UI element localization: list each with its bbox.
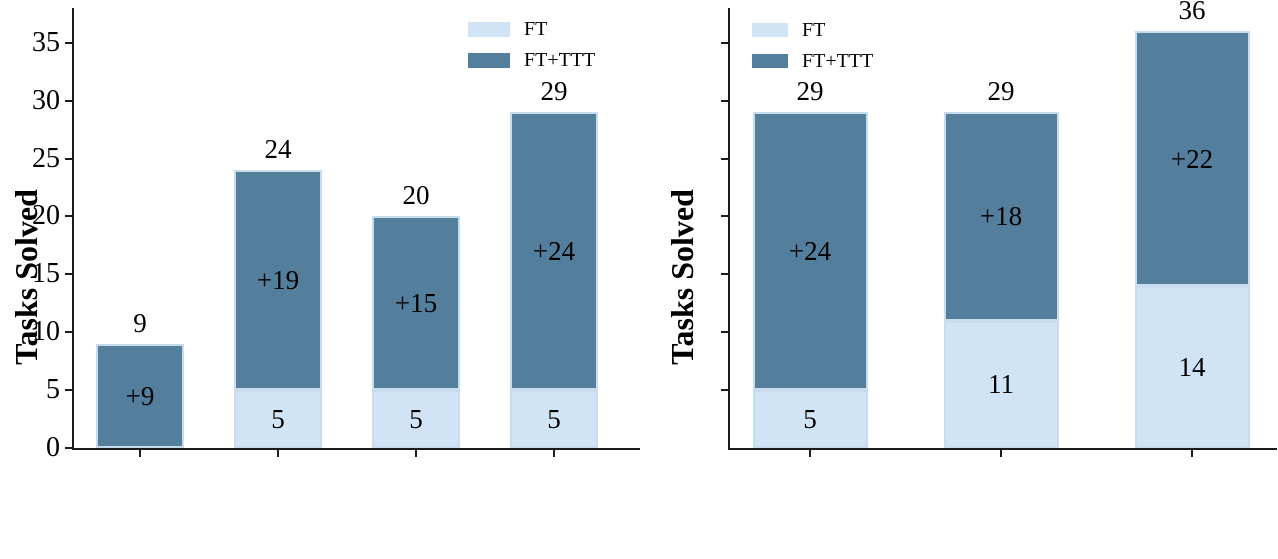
legend-label: FT+TTT <box>802 50 874 72</box>
bar-segment-ft-ttt <box>372 216 460 391</box>
y-tick <box>721 99 728 102</box>
segment-value-label: +15 <box>394 288 438 319</box>
y-tick <box>65 157 72 160</box>
y-tick-label: 20 <box>32 200 60 232</box>
bar-total-label: 29 <box>796 76 824 107</box>
bar-total-label: 36 <box>1178 0 1206 26</box>
x-axis-spine <box>72 448 640 450</box>
y-tick-label: 0 <box>46 432 60 463</box>
segment-value-label: +24 <box>532 236 576 267</box>
legend-label: FT <box>802 19 826 41</box>
y-tick <box>65 273 72 276</box>
bar-segment-ft-ttt <box>943 112 1059 321</box>
bar-segment-ft <box>1134 285 1250 448</box>
y-axis-spine <box>72 8 74 450</box>
y-tick-label: 5 <box>46 374 60 406</box>
x-tick <box>139 450 141 457</box>
bar-segment-ft <box>372 390 460 448</box>
bar-total-label: 29 <box>987 76 1015 107</box>
y-tick <box>65 389 72 392</box>
legend-swatch-ft <box>752 23 788 37</box>
bar-segment-ft-ttt <box>510 112 598 391</box>
y-tick <box>65 447 72 449</box>
segment-value-label: +18 <box>979 201 1023 232</box>
x-tick <box>415 450 417 457</box>
segment-value-label: 5 <box>271 404 285 435</box>
segment-value-label: +9 <box>125 380 155 411</box>
y-tick <box>721 273 728 276</box>
y-tick <box>721 389 728 392</box>
bar-segment-ft-ttt <box>1134 31 1250 286</box>
segment-value-label: 11 <box>988 369 1014 400</box>
x-tick <box>553 450 555 457</box>
y-tick-label: 10 <box>32 316 60 348</box>
segment-value-label: 5 <box>409 404 423 435</box>
y-tick-label: 15 <box>32 258 60 290</box>
segment-value-label: 14 <box>1178 351 1206 382</box>
segment-value-label: 5 <box>803 404 817 435</box>
x-tick <box>1000 450 1002 457</box>
bar-segment-ft <box>510 390 598 448</box>
bar-total-label: 29 <box>540 76 568 107</box>
segment-value-label: +19 <box>256 265 300 296</box>
y-tick <box>721 41 728 44</box>
x-tick <box>277 450 279 457</box>
y-axis-title: Tasks Solved <box>664 189 700 365</box>
y-tick <box>721 331 728 334</box>
bar-segment-ft-ttt <box>752 112 868 391</box>
legend-label: FT+TTT <box>524 49 596 71</box>
legend-swatch-ft-ttt <box>468 52 510 68</box>
segment-value-label: +24 <box>788 236 832 267</box>
y-tick <box>65 99 72 102</box>
x-axis-spine <box>728 448 1277 450</box>
x-tick <box>1191 450 1193 457</box>
legend-label: FT <box>524 18 548 40</box>
y-tick-label: 25 <box>32 142 60 174</box>
y-tick <box>65 41 72 44</box>
bar-total-label: 20 <box>402 180 430 211</box>
segment-value-label: +22 <box>1170 143 1214 174</box>
x-tick <box>809 450 811 457</box>
bar-total-label: 9 <box>133 307 147 338</box>
y-tick <box>721 215 728 218</box>
y-axis-title: Tasks Solved <box>8 189 44 365</box>
segment-value-label: 5 <box>547 404 561 435</box>
y-tick-label: 35 <box>32 26 60 58</box>
legend-entry: FT <box>468 18 595 40</box>
legend-swatch-ft-ttt <box>752 54 788 68</box>
bar-segment-ft <box>234 390 322 448</box>
y-tick <box>65 331 72 334</box>
bar-segment-ft-ttt <box>234 170 322 391</box>
bar-segment-ft-ttt <box>96 343 184 448</box>
legend-swatch-ft <box>468 21 510 37</box>
legend: FT FT+TTT <box>752 19 873 72</box>
bar-segment-ft <box>752 390 868 448</box>
y-tick-label: 30 <box>32 84 60 116</box>
legend-entry: FT <box>752 19 873 41</box>
bar-segment-ft <box>943 320 1059 448</box>
legend: FT FT+TTT <box>468 18 595 71</box>
legend-entry: FT+TTT <box>468 49 595 71</box>
y-axis-spine <box>728 8 730 450</box>
y-tick <box>65 215 72 218</box>
y-tick <box>721 157 728 160</box>
bar-total-label: 24 <box>264 134 292 165</box>
legend-entry: FT+TTT <box>752 50 873 72</box>
